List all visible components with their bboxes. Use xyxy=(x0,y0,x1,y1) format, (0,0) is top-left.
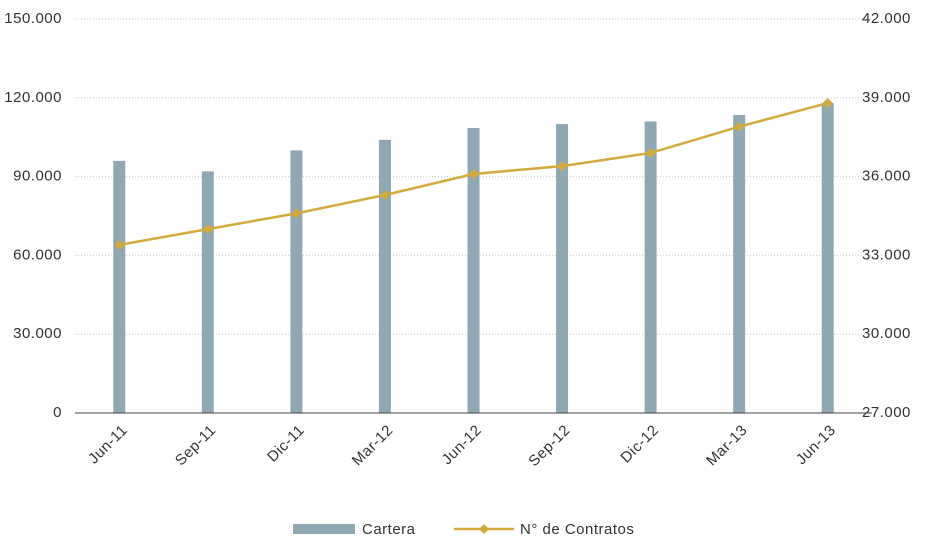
bar xyxy=(821,103,834,413)
marker xyxy=(291,208,302,219)
x-tick-label: Jun-12 xyxy=(439,422,486,469)
x-tick-label: Jun-11 xyxy=(85,422,131,468)
marker xyxy=(202,224,213,235)
x-tick-label: Jun-13 xyxy=(793,422,840,469)
y-tick-label: 150.000 xyxy=(4,10,62,27)
x-tick-label: Sep-11 xyxy=(172,422,220,470)
bar xyxy=(113,160,126,413)
y-tick-label: 120.000 xyxy=(4,89,62,106)
bar xyxy=(378,139,391,413)
y2-tick-label: 39.000 xyxy=(862,89,911,106)
y-tick-label: 0 xyxy=(53,404,62,421)
y-tick-label: 90.000 xyxy=(13,168,62,185)
x-tick-label: Sep-12 xyxy=(525,422,573,470)
bar xyxy=(290,150,303,414)
bar xyxy=(733,114,746,413)
x-tick-label: Mar-12 xyxy=(349,422,397,470)
marker xyxy=(114,239,125,250)
marker xyxy=(645,147,656,158)
marker xyxy=(379,189,390,200)
bar xyxy=(201,171,214,413)
marker xyxy=(734,121,745,132)
y-tick-label: 30.000 xyxy=(13,325,62,342)
bar xyxy=(467,128,480,414)
x-tick-label: Dic-12 xyxy=(617,422,662,467)
y2-tick-label: 42.000 xyxy=(862,10,911,27)
y2-tick-label: 36.000 xyxy=(862,168,911,185)
x-tick-label: Mar-13 xyxy=(703,422,751,470)
marker xyxy=(468,168,479,179)
bar xyxy=(644,121,657,413)
legend-label: Cartera xyxy=(362,521,416,538)
marker xyxy=(557,161,568,172)
marker xyxy=(822,98,833,109)
bar xyxy=(556,124,569,414)
legend-marker xyxy=(479,524,489,534)
legend-label: N° de Contratos xyxy=(520,521,634,538)
legend-swatch xyxy=(293,524,355,534)
y-tick-label: 60.000 xyxy=(13,246,62,263)
y2-tick-label: 30.000 xyxy=(862,325,911,342)
y2-tick-label: 33.000 xyxy=(862,246,911,263)
x-tick-label: Dic-11 xyxy=(264,422,308,466)
y2-tick-label: 27.000 xyxy=(862,404,911,421)
